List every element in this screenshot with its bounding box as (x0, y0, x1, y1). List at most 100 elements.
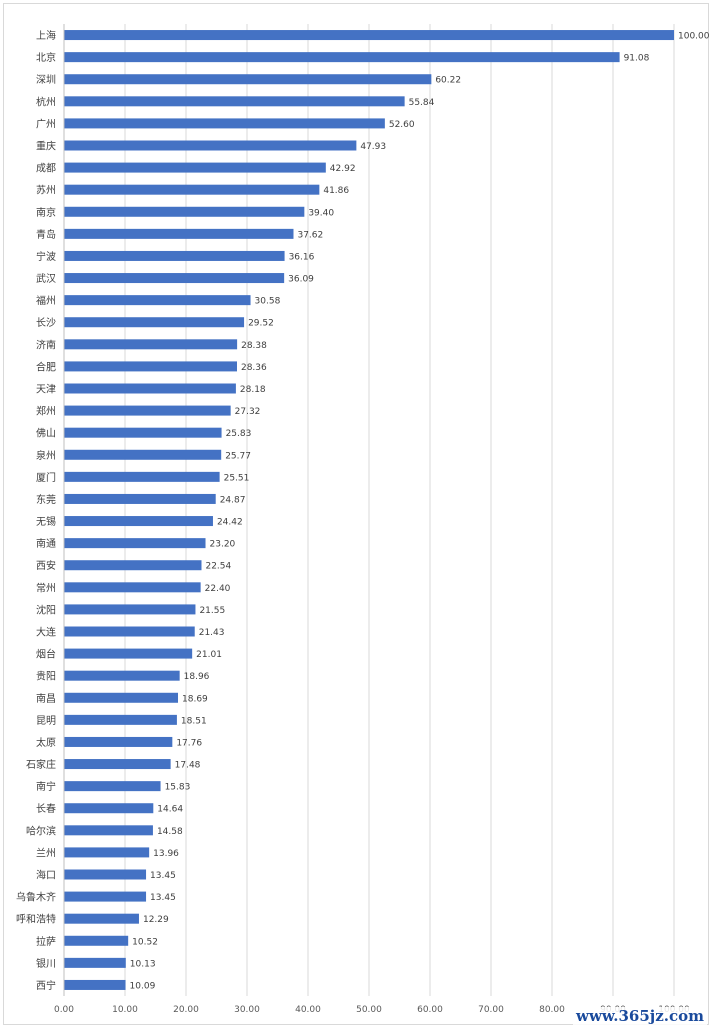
bar (64, 206, 305, 217)
category-label: 宁波 (36, 250, 56, 263)
value-label: 13.96 (153, 849, 179, 859)
category-label: 郑州 (36, 405, 56, 418)
bar (64, 891, 147, 902)
x-tick-label: 70.00 (478, 1005, 504, 1015)
bar (64, 781, 161, 792)
value-label: 24.87 (220, 495, 246, 505)
value-label: 41.86 (323, 186, 349, 196)
category-label: 泉州 (36, 449, 56, 462)
category-label: 烟台 (36, 648, 56, 661)
bar (64, 273, 285, 284)
category-label: 杭州 (36, 95, 56, 108)
value-label: 10.09 (130, 981, 156, 991)
bar (64, 52, 620, 63)
bar (64, 538, 206, 549)
value-label: 21.55 (199, 606, 225, 616)
value-label: 27.32 (235, 407, 261, 417)
value-label: 36.09 (288, 275, 314, 285)
category-label: 乌鲁木齐 (16, 891, 56, 904)
value-label: 17.48 (175, 761, 201, 771)
bar (64, 803, 154, 814)
value-label: 91.08 (624, 54, 650, 64)
x-tick-label: 60.00 (417, 1005, 443, 1015)
category-label: 苏州 (36, 184, 56, 197)
bar (64, 493, 216, 504)
bar (64, 714, 177, 725)
bar (64, 582, 201, 593)
bar (64, 118, 385, 129)
category-label: 沈阳 (36, 603, 56, 616)
value-label: 60.22 (435, 76, 461, 86)
category-label: 重庆 (36, 140, 56, 153)
category-label: 大连 (36, 626, 56, 639)
value-label: 12.29 (143, 915, 169, 925)
bar (64, 913, 139, 924)
value-label: 24.42 (217, 518, 243, 528)
x-tick-label: 30.00 (234, 1005, 260, 1015)
value-label: 21.01 (196, 650, 222, 660)
bar (64, 979, 126, 990)
category-label: 南宁 (36, 780, 56, 793)
value-label: 14.58 (157, 827, 183, 837)
category-label: 南通 (36, 537, 56, 550)
category-label: 合肥 (36, 360, 56, 373)
value-label: 37.62 (297, 230, 323, 240)
bar (64, 228, 294, 239)
category-label: 上海 (36, 29, 56, 42)
category-label: 长春 (36, 803, 56, 815)
category-label: 福州 (36, 294, 56, 307)
bar (64, 736, 173, 747)
category-label: 佛山 (36, 427, 56, 440)
x-tick-label: 0.00 (54, 1005, 74, 1015)
category-label: 西安 (36, 559, 56, 572)
category-label: 东莞 (36, 493, 56, 506)
bar (64, 604, 196, 615)
value-label: 25.77 (225, 451, 251, 461)
category-label: 南京 (36, 206, 56, 219)
value-label: 17.76 (176, 738, 202, 748)
bar (64, 74, 432, 85)
value-label: 25.83 (226, 429, 252, 439)
value-label: 36.16 (289, 252, 315, 262)
category-label: 贵阳 (36, 670, 56, 683)
category-label: 拉萨 (36, 935, 56, 948)
category-label: 深圳 (36, 74, 56, 86)
value-label: 39.40 (308, 208, 334, 218)
category-label: 北京 (36, 51, 56, 64)
value-label: 28.38 (241, 341, 267, 351)
value-label: 42.92 (330, 164, 356, 174)
category-label: 武汉 (36, 272, 56, 285)
category-label: 西宁 (36, 979, 56, 992)
category-label: 天津 (36, 384, 56, 396)
bar (64, 759, 171, 770)
category-label: 石家庄 (26, 758, 56, 771)
watermark: www.365jz.com (573, 1007, 707, 1025)
value-label: 28.18 (240, 385, 266, 395)
bar (64, 670, 180, 681)
value-label: 10.52 (132, 937, 158, 947)
bar (64, 250, 285, 261)
category-label: 哈尔滨 (26, 824, 56, 837)
category-label: 广州 (36, 118, 56, 130)
category-label: 昆明 (36, 715, 56, 727)
value-label: 10.13 (130, 959, 156, 969)
bar (64, 96, 405, 107)
bar (64, 626, 195, 637)
bar (64, 560, 202, 571)
bar (64, 516, 213, 527)
category-label: 无锡 (36, 515, 56, 528)
bar (64, 935, 129, 946)
bar (64, 317, 245, 328)
value-label: 52.60 (389, 120, 415, 130)
category-label: 厦门 (36, 471, 56, 484)
bar (64, 361, 237, 372)
value-label: 22.54 (205, 562, 231, 572)
x-tick-label: 40.00 (295, 1005, 321, 1015)
bar (64, 847, 150, 858)
value-label: 100.00 (678, 32, 710, 42)
bar (64, 30, 674, 41)
value-label: 18.69 (182, 694, 208, 704)
value-label: 15.83 (165, 783, 191, 793)
bar (64, 825, 153, 836)
